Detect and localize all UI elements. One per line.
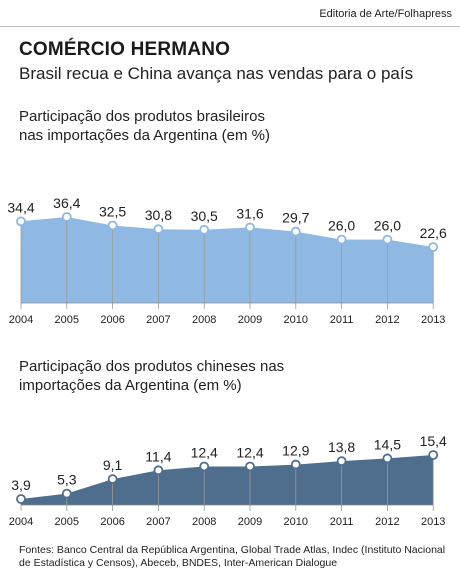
credit-line: Editoria de Arte/Folhapress <box>319 8 452 20</box>
brazil-tick-label: 2004 <box>9 314 33 326</box>
chart-china-title-line-1: Participação dos produtos chineses nas <box>19 358 285 375</box>
brazil-point <box>336 234 347 245</box>
brazil-value-label: 30,8 <box>145 207 172 223</box>
china-point <box>290 459 301 470</box>
chart-brazil-title-line-2: nas importações da Argentina (em %) <box>19 127 270 144</box>
header-divider <box>0 26 460 27</box>
brazil-point <box>16 216 26 227</box>
brazil-value-label: 34,4 <box>7 199 34 215</box>
brazil-point <box>245 222 255 233</box>
brazil-point <box>428 242 439 252</box>
brazil-value-label: 31,6 <box>236 205 263 221</box>
china-area <box>21 455 434 505</box>
brazil-point <box>290 226 301 237</box>
china-value-label: 12,4 <box>236 444 263 460</box>
china-tick-label: 2008 <box>192 516 216 528</box>
brazil-tick-label: 2011 <box>330 314 354 326</box>
china-value-label: 15,4 <box>420 433 447 449</box>
brazil-tick-label: 2007 <box>146 314 170 326</box>
sources-note: Fontes: Banco Central da República Argen… <box>19 544 446 569</box>
chart-china-title-line-2: importações da Argentina (em %) <box>19 377 242 394</box>
china-value-label: 12,9 <box>282 443 309 459</box>
brazil-value-label: 26,0 <box>374 218 401 234</box>
brazil-value-label: 22,6 <box>420 225 447 241</box>
brazil-tick-label: 2006 <box>100 314 124 326</box>
brazil-tick-label: 2012 <box>375 314 399 326</box>
china-point <box>61 488 72 499</box>
brazil-point <box>61 212 72 222</box>
brazil-point <box>107 220 118 231</box>
china-value-label: 9,1 <box>103 457 123 473</box>
china-value-label: 3,9 <box>11 477 31 493</box>
china-point <box>153 465 164 476</box>
china-tick-label: 2011 <box>330 516 354 528</box>
china-tick-label: 2005 <box>55 516 79 528</box>
china-point <box>245 461 255 472</box>
china-point <box>16 494 26 504</box>
china-point <box>428 450 439 460</box>
brazil-point <box>153 224 164 235</box>
china-tick-label: 2007 <box>146 516 170 528</box>
china-tick-label: 2012 <box>375 516 399 528</box>
china-point <box>336 456 347 467</box>
china-tick-label: 2013 <box>421 516 445 528</box>
brazil-tick-label: 2009 <box>238 314 262 326</box>
china-value-label: 14,5 <box>374 436 401 452</box>
china-point <box>382 453 393 464</box>
china-tick-label: 2010 <box>284 516 308 528</box>
brazil-area <box>21 217 434 303</box>
chart-brazil-title-line-1: Participação dos produtos brasileiros <box>19 108 265 125</box>
china-tick-label: 2006 <box>100 516 124 528</box>
page-subtitle: Brasil recua e China avança nas vendas p… <box>19 64 414 83</box>
brazil-tick-label: 2010 <box>284 314 308 326</box>
china-value-label: 5,3 <box>57 472 77 488</box>
brazil-point <box>382 234 393 245</box>
brazil-value-label: 36,4 <box>53 195 80 211</box>
brazil-value-label: 26,0 <box>328 218 355 234</box>
brazil-point <box>199 224 210 235</box>
brazil-value-label: 32,5 <box>99 203 126 219</box>
china-value-label: 11,4 <box>145 448 171 464</box>
brazil-tick-label: 2005 <box>55 314 79 326</box>
china-point <box>107 474 118 485</box>
chart-brazil: 34,4 2004 36,4 2005 32,5 2006 30,8 2007 30,5 2008… <box>7 195 447 326</box>
china-value-label: 13,8 <box>328 439 355 455</box>
brazil-tick-label: 2008 <box>192 314 216 326</box>
brazil-value-label: 30,5 <box>191 208 218 224</box>
brazil-value-label: 29,7 <box>282 210 309 226</box>
china-tick-label: 2009 <box>238 516 262 528</box>
page-title: COMÉRCIO HERMANO <box>19 39 231 60</box>
china-tick-label: 2004 <box>9 516 33 528</box>
brazil-tick-label: 2013 <box>421 314 445 326</box>
chart-china: 3,9 2004 5,3 2005 9,1 2006 11,4 2007 12,4 2008 12,… <box>9 433 447 528</box>
chart-china-title: Participação dos produtos chineses nas i… <box>19 357 439 395</box>
china-point <box>199 461 210 472</box>
china-value-label: 12,4 <box>191 444 218 460</box>
chart-brazil-title: Participação dos produtos brasileiros na… <box>19 107 439 145</box>
